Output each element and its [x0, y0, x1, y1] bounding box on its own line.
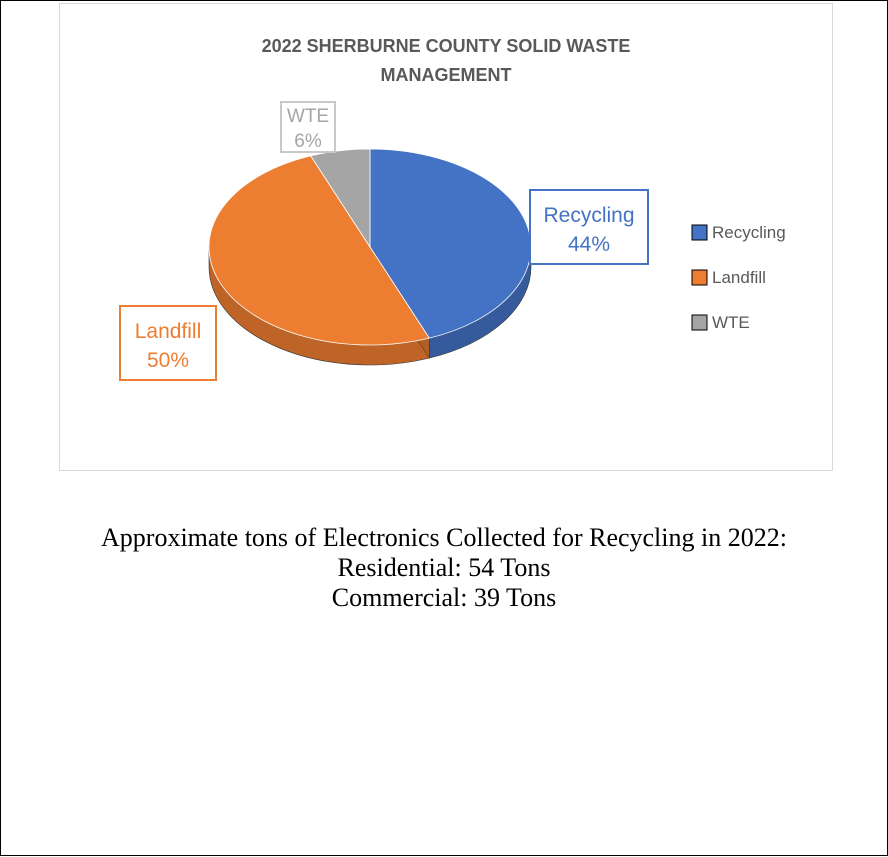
pie-slices [208, 148, 532, 366]
caption: Approximate tons of Electronics Collecte… [0, 523, 888, 613]
data-label-value-landfill: 50% [147, 349, 189, 372]
top-border [0, 0, 888, 1]
pie-slice-landfill [208, 155, 430, 346]
data-label-value-recycling: 44% [568, 233, 610, 256]
legend-label-landfill: Landfill [712, 268, 766, 287]
pie-slice-wte [310, 148, 371, 249]
legend-swatch-wte [691, 314, 708, 331]
legend: Recycling Landfill WTE [691, 223, 786, 332]
legend-label-recycling: Recycling [712, 223, 786, 242]
chart-title-line-2: MANAGEMENT [381, 65, 512, 85]
legend-label-wte: WTE [712, 313, 750, 332]
data-label-box-landfill [119, 305, 217, 381]
chart-container: 2022 SHERBURNE COUNTY SOLID WASTE MANAGE… [59, 3, 833, 471]
pie-chart: 2022 SHERBURNE COUNTY SOLID WASTE MANAGE… [119, 36, 786, 381]
legend-swatch-recycling [691, 224, 708, 241]
data-label-box-recycling [529, 189, 649, 265]
data-label-name-landfill: Landfill [135, 320, 202, 343]
chart-title-line-1: 2022 SHERBURNE COUNTY SOLID WASTE [262, 36, 631, 56]
data-label-name-wte: WTE [287, 106, 329, 127]
legend-swatch-landfill [691, 269, 708, 286]
data-label-value-wte: 6% [294, 131, 322, 152]
caption-line-2: Residential: 54 Tons [337, 553, 551, 582]
caption-line-3: Commercial: 39 Tons [331, 583, 557, 612]
data-label-box-wte [280, 101, 336, 153]
data-label-name-recycling: Recycling [543, 204, 634, 227]
caption-line-1: Approximate tons of Electronics Collecte… [101, 523, 787, 552]
pie-slice-recycling [369, 148, 532, 339]
data-labels: Recycling 44% Landfill 50% WTE 6% [119, 101, 649, 381]
